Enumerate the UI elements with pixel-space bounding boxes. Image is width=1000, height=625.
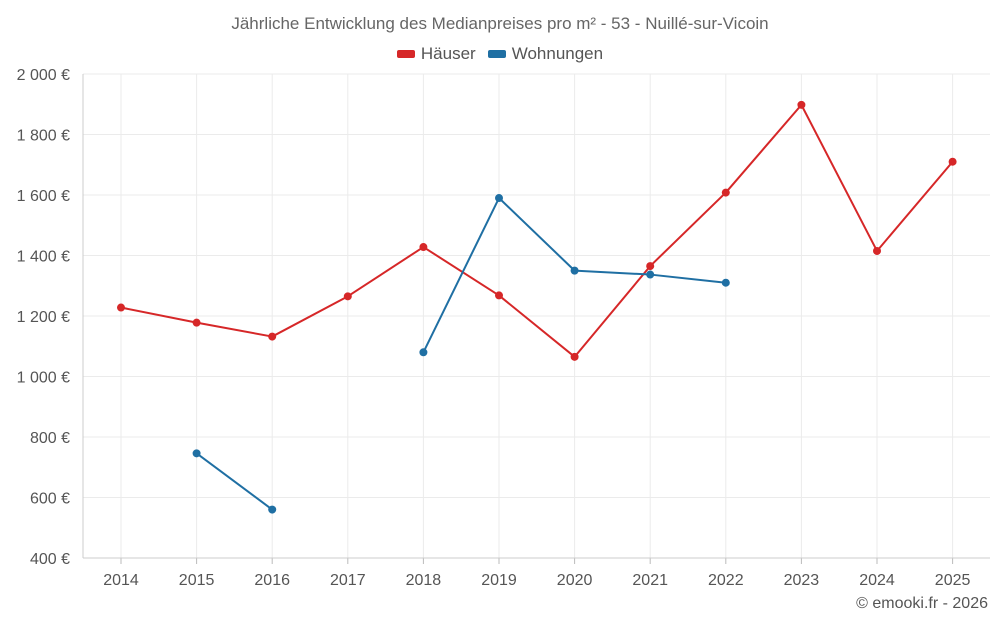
data-point-haeuser: [646, 262, 655, 271]
y-tick-label: 800 €: [30, 430, 70, 447]
chart-title: Jährliche Entwicklung des Medianpreises …: [231, 14, 769, 33]
data-point-haeuser: [797, 100, 806, 109]
data-point-haeuser: [873, 246, 881, 255]
data-point-wohnungen: [721, 278, 730, 287]
y-tick-label: 1 600 €: [17, 188, 70, 205]
x-tick-label: 2020: [557, 572, 593, 589]
x-tick-label: 2022: [708, 572, 744, 589]
legend-item-haeuser[interactable]: Häuser: [396, 44, 476, 64]
y-tick-label: 2 000 €: [17, 67, 70, 84]
legend: Häuser Wohnungen: [0, 44, 1000, 64]
legend-label-wohnungen: Wohnungen: [511, 44, 604, 63]
legend-swatch-wohnungen: [487, 50, 506, 58]
x-tick-label: 2017: [330, 572, 366, 589]
x-tick-label: 2016: [254, 572, 290, 589]
legend-swatch-haeuser: [396, 50, 415, 58]
x-tick-label: 2019: [481, 572, 517, 589]
data-point-wohnungen: [192, 449, 201, 458]
x-tick-label: 2023: [784, 572, 820, 589]
data-point-wohnungen: [646, 270, 655, 279]
x-tick-label: 2021: [632, 572, 668, 589]
series-line-wohnungen: [196, 452, 273, 511]
data-point-haeuser: [268, 332, 277, 341]
x-tick-label: 2025: [935, 572, 971, 589]
data-point-haeuser: [721, 188, 730, 197]
legend-item-wohnungen[interactable]: Wohnungen: [487, 44, 604, 64]
data-point-haeuser: [419, 243, 428, 252]
y-tick-label: 600 €: [30, 491, 70, 508]
legend-label-haeuser: Häuser: [420, 44, 476, 63]
x-tick-label: 2015: [179, 572, 215, 589]
x-tick-label: 2018: [406, 572, 442, 589]
y-tick-label: 1 000 €: [17, 370, 70, 387]
data-point-haeuser: [343, 292, 352, 301]
data-point-wohnungen: [268, 505, 277, 514]
data-point-wohnungen: [570, 266, 579, 275]
credit-text: © emooki.fr - 2026: [856, 595, 988, 612]
x-tick-label: 2014: [103, 572, 139, 589]
data-point-wohnungen: [419, 348, 428, 357]
y-tick-label: 400 €: [30, 551, 70, 568]
x-tick-label: 2024: [859, 572, 895, 589]
data-point-haeuser: [495, 291, 503, 300]
data-point-haeuser: [192, 318, 201, 327]
data-point-haeuser: [948, 157, 957, 166]
data-point-haeuser: [117, 303, 125, 312]
series-line-haeuser: [120, 103, 954, 358]
data-point-haeuser: [570, 352, 579, 361]
y-tick-label: 1 200 €: [17, 309, 70, 326]
data-point-wohnungen: [495, 194, 503, 203]
y-tick-label: 1 400 €: [17, 249, 70, 266]
y-tick-label: 1 800 €: [17, 128, 70, 145]
